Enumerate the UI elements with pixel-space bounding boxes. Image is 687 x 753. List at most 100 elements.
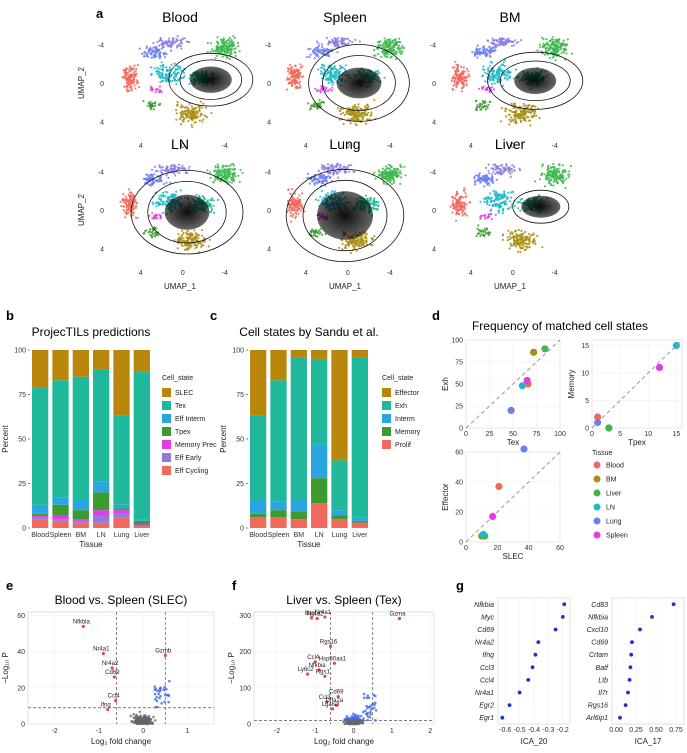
umap-cell-point — [460, 211, 464, 214]
umap-cell-point — [319, 231, 322, 234]
umap-cell-point — [191, 237, 195, 240]
umap-cell-point — [294, 216, 297, 219]
umap-cell-point — [289, 63, 292, 67]
umap-cell-point — [501, 234, 504, 237]
umap-cell-point — [546, 46, 549, 49]
umap-cell-point — [476, 50, 479, 54]
umap-cell-point — [393, 52, 396, 55]
umap-cell-point — [309, 178, 313, 181]
umap-cell-point — [152, 50, 155, 53]
umap-cell-point — [545, 43, 548, 46]
umap-cell-point — [143, 231, 146, 235]
umap-cell-point — [480, 86, 483, 89]
umap-cell-point — [487, 234, 490, 237]
umap-cell-point — [160, 47, 163, 51]
umap-cell-point — [150, 108, 153, 111]
umap-cell-point — [487, 163, 490, 166]
umap-cell-point — [488, 231, 491, 234]
umap-cell-point — [151, 232, 154, 235]
umap-cell-point — [188, 117, 191, 120]
umap-cell-point — [493, 46, 496, 50]
umap-cell-point — [501, 84, 505, 87]
umap-cell-point — [307, 102, 310, 105]
umap-cell-point — [460, 87, 463, 90]
umap-cell-point — [232, 35, 235, 38]
umap-cell-point — [154, 101, 157, 104]
umap-cell-point — [387, 163, 390, 166]
umap-cell-point — [236, 41, 240, 45]
umap-cell-point — [166, 44, 169, 47]
umap-cell-point — [336, 51, 339, 54]
umap-cell-point — [293, 192, 296, 195]
umap-cell-point — [524, 119, 527, 122]
umap-cell-point — [202, 102, 205, 105]
umap-cell-point — [131, 209, 134, 212]
umap-cell-point — [287, 67, 290, 70]
umap-cell-point — [474, 183, 477, 186]
umap-cell-point — [154, 47, 157, 50]
umap-cell-point — [323, 167, 327, 170]
umap-cell-point — [328, 40, 331, 44]
umap-cell-point — [389, 166, 392, 169]
umap-cell-point — [131, 197, 134, 200]
umap-cell-point — [505, 75, 508, 78]
umap-cell-point — [545, 176, 548, 179]
umap-cell-point — [317, 229, 320, 232]
umap-cell-point — [132, 76, 135, 79]
umap-cell-point — [180, 234, 183, 237]
umap-cell-point — [507, 191, 510, 194]
umap-cell-point — [230, 47, 233, 51]
umap-cell-point — [317, 42, 320, 45]
umap-cell-point — [193, 112, 196, 115]
umap-cell-point — [293, 68, 296, 71]
umap-cell-point — [164, 190, 167, 193]
umap-cell-point — [141, 52, 144, 55]
umap-cell-point — [319, 50, 322, 54]
umap-cell-point — [529, 124, 532, 127]
umap-cell-point — [291, 84, 294, 87]
umap-cell-point — [318, 89, 322, 92]
umap-cell-point — [227, 51, 230, 54]
umap-xlabel: UMAP_1 — [164, 282, 197, 291]
umap-cell-point — [367, 111, 370, 114]
umap-cell-point — [128, 188, 131, 191]
umap-cell-point — [523, 248, 527, 252]
umap-cell-point — [543, 173, 546, 176]
umap-ytick: 0 — [100, 208, 104, 215]
umap-cell-point — [161, 42, 164, 45]
umap-cell-point — [465, 214, 469, 217]
umap-cell-point — [160, 203, 163, 206]
umap-cell-point — [506, 73, 509, 76]
umap-cell-point — [287, 208, 290, 211]
umap-cell-point — [554, 59, 557, 62]
umap-cell-point — [124, 195, 127, 198]
umap-ytick: 4 — [432, 247, 436, 254]
umap-cell-point — [156, 88, 159, 91]
umap-cell-point — [397, 44, 401, 48]
umap-cell-point — [299, 201, 302, 204]
umap-cell-point — [173, 193, 176, 196]
umap-cell-point — [233, 168, 236, 171]
umap-cell-point — [484, 101, 487, 104]
umap-cell-point — [494, 77, 497, 80]
umap-cell-point — [217, 49, 220, 52]
umap-cell-point — [190, 115, 193, 118]
umap-cell-point — [491, 73, 495, 76]
umap-ytick: -4 — [430, 43, 436, 50]
umap-cell-point — [338, 109, 341, 113]
umap-cell-point — [322, 181, 325, 184]
umap-cell-point — [329, 72, 332, 75]
umap-cell-point — [382, 46, 385, 50]
umap-cell-point — [125, 73, 128, 76]
umap-cell-point — [180, 111, 183, 115]
umap-xtick: 0 — [346, 270, 350, 277]
umap-cell-point — [488, 91, 491, 94]
umap-cell-point — [363, 105, 366, 108]
umap-cell-point — [492, 88, 495, 91]
umap-cell-point — [329, 69, 332, 72]
umap-cell-point — [151, 102, 154, 105]
umap-cell-point — [186, 229, 190, 232]
umap-cell-point — [349, 251, 352, 254]
umap-cell-point — [557, 53, 561, 56]
